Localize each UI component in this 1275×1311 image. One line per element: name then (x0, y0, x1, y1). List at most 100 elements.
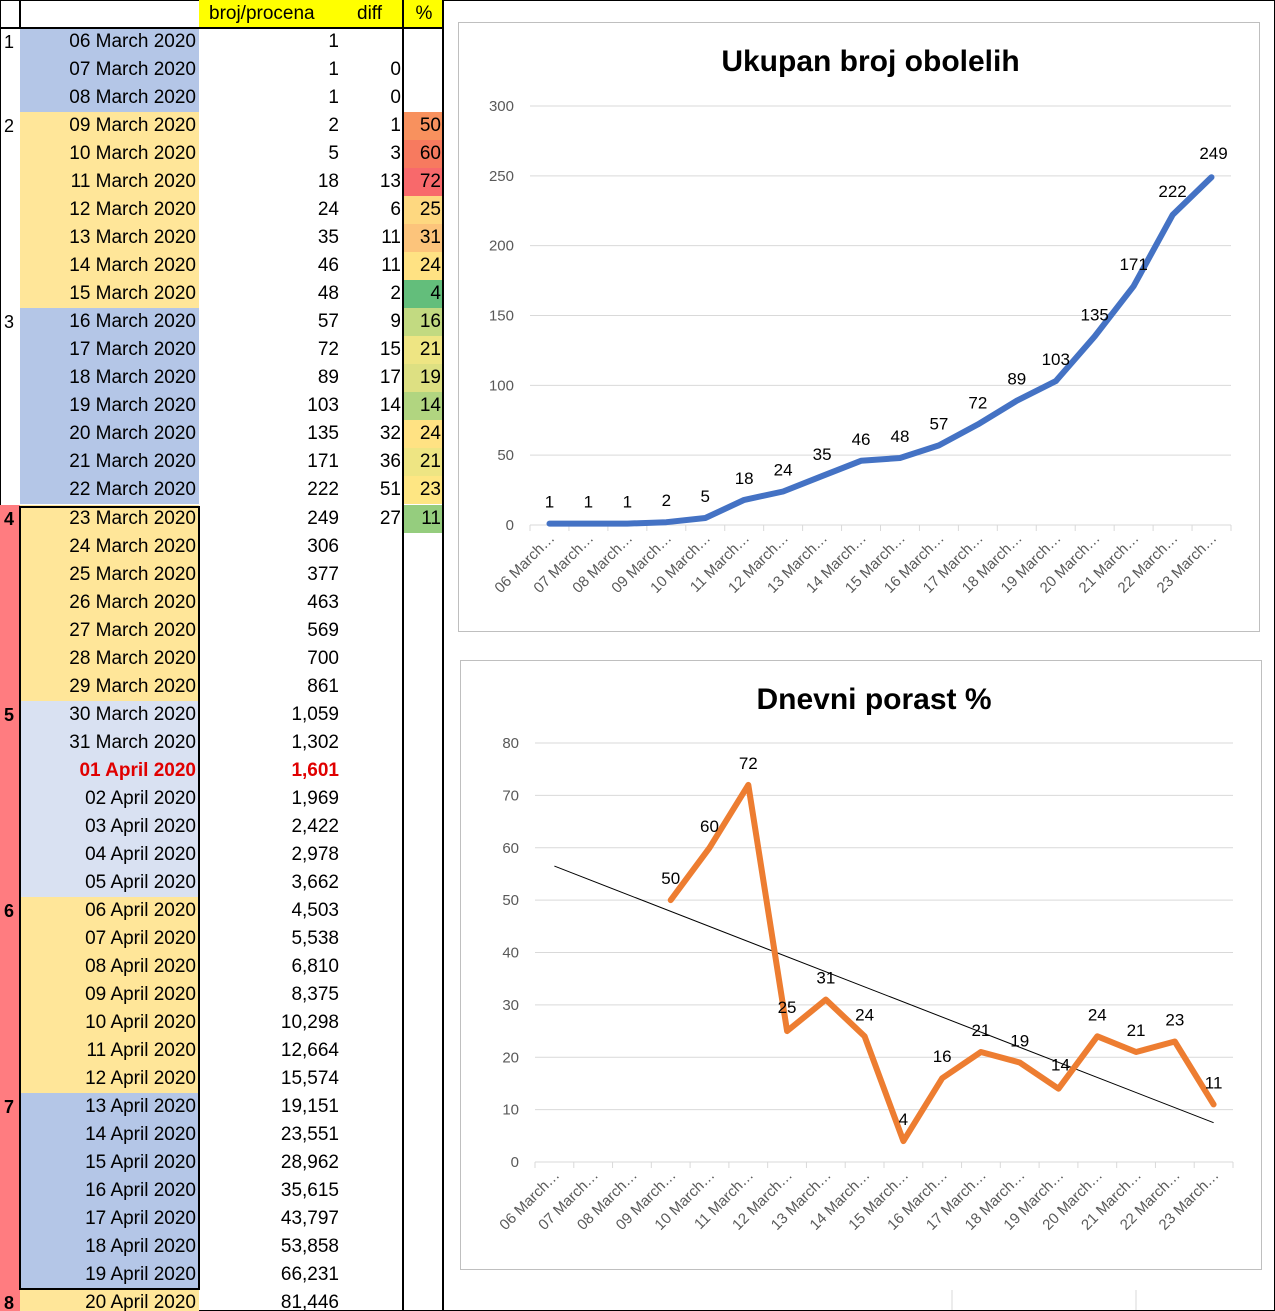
week-cell[interactable]: 2 (4, 116, 15, 137)
week-cell[interactable] (0, 981, 20, 1010)
week-cell[interactable] (0, 1149, 20, 1178)
week-cell[interactable] (0, 280, 20, 308)
date-cell[interactable]: 10 March 2020 (20, 140, 199, 169)
pct-cell[interactable] (404, 897, 444, 925)
count-cell[interactable]: 1 (328, 87, 339, 109)
week-cell[interactable] (0, 588, 20, 617)
count-cell[interactable]: 5,538 (291, 927, 339, 949)
count-cell[interactable]: 1 (328, 59, 339, 81)
pct-cell[interactable] (404, 1149, 444, 1177)
pct-cell[interactable] (404, 785, 444, 813)
count-cell[interactable]: 57 (317, 311, 339, 333)
diff-cell[interactable]: 0 (390, 59, 401, 81)
count-cell[interactable]: 569 (307, 619, 339, 641)
count-cell[interactable]: 135 (307, 423, 339, 445)
pct-cell[interactable] (404, 701, 444, 729)
diff-cell[interactable] (339, 953, 401, 981)
date-cell[interactable]: 11 April 2020 (20, 1037, 199, 1066)
pct-cell[interactable] (404, 1121, 444, 1149)
date-cell[interactable]: 09 March 2020 (20, 112, 199, 141)
date-cell[interactable]: 07 April 2020 (20, 924, 199, 953)
diff-cell[interactable] (339, 533, 401, 561)
diff-cell[interactable] (339, 813, 401, 841)
date-cell[interactable]: 14 March 2020 (20, 252, 199, 281)
date-cell[interactable]: 13 April 2020 (20, 1093, 199, 1122)
week-cell[interactable] (0, 1233, 20, 1262)
pct-cell[interactable] (404, 925, 444, 953)
diff-cell[interactable] (339, 1289, 401, 1311)
count-cell[interactable]: 18 (317, 171, 339, 193)
count-cell[interactable]: 8,375 (291, 984, 339, 1006)
date-cell[interactable]: 04 April 2020 (20, 840, 199, 869)
diff-cell[interactable] (339, 1205, 401, 1233)
count-cell[interactable]: 861 (307, 675, 339, 697)
count-cell[interactable]: 1 (328, 31, 339, 52)
count-cell[interactable]: 463 (307, 591, 339, 613)
count-cell[interactable]: 35 (317, 227, 339, 249)
week-cell[interactable] (0, 252, 20, 280)
week-cell[interactable] (0, 196, 20, 224)
pct-cell[interactable] (404, 729, 444, 757)
week-cell[interactable] (0, 952, 20, 981)
diff-cell[interactable] (339, 1065, 401, 1093)
count-cell[interactable]: 12,664 (280, 1040, 339, 1062)
diff-cell[interactable]: 51 (379, 479, 401, 501)
date-cell[interactable]: 20 April 2020 (20, 1289, 199, 1311)
count-cell[interactable]: 6,810 (291, 955, 339, 977)
diff-cell[interactable]: 13 (379, 171, 401, 193)
diff-cell[interactable] (339, 1233, 401, 1261)
count-cell[interactable]: 1,601 (291, 759, 339, 781)
date-cell[interactable]: 24 March 2020 (20, 532, 199, 561)
pct-cell[interactable] (404, 28, 444, 56)
date-cell[interactable]: 08 March 2020 (20, 84, 199, 113)
pct-cell[interactable]: 23 (404, 476, 444, 505)
diff-cell[interactable] (339, 1093, 401, 1121)
count-cell[interactable]: 700 (307, 647, 339, 669)
pct-cell[interactable]: 72 (404, 168, 444, 197)
diff-cell[interactable] (339, 897, 401, 925)
date-cell[interactable]: 08 April 2020 (20, 952, 199, 981)
date-cell[interactable]: 29 March 2020 (20, 672, 199, 701)
date-cell[interactable]: 21 March 2020 (20, 448, 199, 477)
week-cell[interactable] (0, 1205, 20, 1234)
chart-total-cases[interactable]: Ukupan broj obolelih 0 50 100 150 200 250 300 06… (458, 22, 1260, 632)
pct-cell[interactable]: 31 (404, 224, 444, 253)
date-cell[interactable]: 02 April 2020 (20, 784, 199, 813)
week-cell[interactable] (0, 784, 20, 813)
diff-cell[interactable] (339, 28, 401, 56)
date-cell[interactable]: 11 March 2020 (20, 168, 199, 197)
count-cell[interactable]: 19,151 (280, 1096, 339, 1118)
week-cell[interactable] (0, 616, 20, 645)
week-cell[interactable] (0, 1037, 20, 1066)
count-cell[interactable]: 10,298 (280, 1012, 339, 1034)
week-cell[interactable]: 3 (4, 312, 15, 333)
date-cell[interactable]: 09 April 2020 (20, 981, 199, 1010)
date-cell[interactable]: 19 March 2020 (20, 392, 199, 421)
date-cell[interactable]: 01 April 2020 (20, 756, 199, 785)
pct-cell[interactable] (404, 1037, 444, 1065)
date-cell[interactable]: 18 March 2020 (20, 364, 199, 393)
count-cell[interactable]: 4,503 (291, 899, 339, 921)
diff-cell[interactable]: 9 (390, 311, 401, 333)
count-cell[interactable]: 46 (317, 255, 339, 277)
week-cell[interactable] (0, 728, 20, 757)
week-cell[interactable] (0, 840, 20, 869)
date-cell[interactable]: 05 April 2020 (20, 868, 199, 897)
date-cell[interactable]: 17 April 2020 (20, 1205, 199, 1234)
pct-cell[interactable] (404, 1009, 444, 1037)
date-cell[interactable]: 20 March 2020 (20, 420, 199, 449)
date-cell[interactable]: 15 April 2020 (20, 1149, 199, 1178)
pct-cell[interactable]: 24 (404, 420, 444, 449)
header-count-diff[interactable]: broj/procena diff (199, 0, 404, 28)
diff-cell[interactable] (339, 673, 401, 701)
diff-cell[interactable]: 6 (390, 199, 401, 221)
week-cell[interactable] (0, 448, 20, 476)
date-cell[interactable]: 07 March 2020 (20, 56, 199, 85)
date-cell[interactable]: 13 March 2020 (20, 224, 199, 253)
date-cell[interactable]: 06 April 2020 (20, 896, 199, 925)
pct-cell[interactable] (404, 589, 444, 617)
diff-cell[interactable]: 0 (390, 87, 401, 109)
week-cell[interactable] (0, 476, 20, 504)
week-cell[interactable]: 8 (0, 1289, 20, 1311)
date-cell[interactable]: 12 March 2020 (20, 196, 199, 225)
